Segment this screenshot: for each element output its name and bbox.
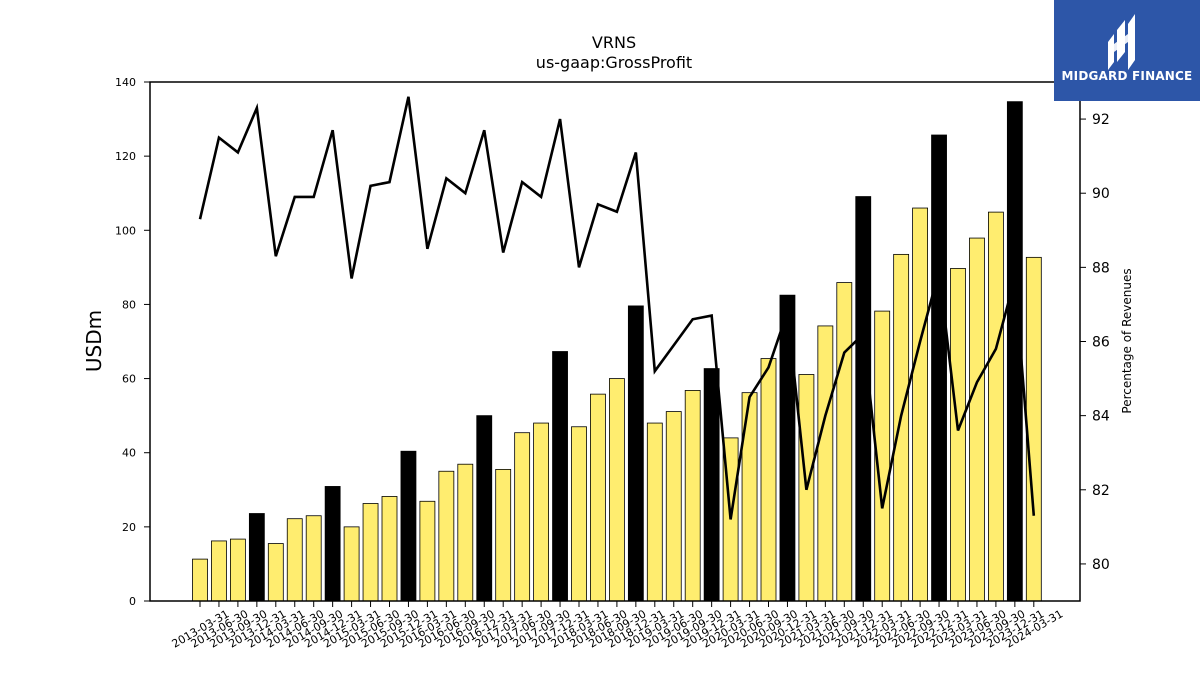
y-tick-label: 100 (115, 224, 136, 237)
x-axis: 2013-03-312013-06-302013-09-302013-12-31… (170, 601, 1065, 651)
bar-2017-06-30 (514, 432, 531, 602)
bar-2018-06-30 (590, 393, 606, 602)
y2-tick-label: 92 (1092, 112, 1110, 128)
y-axis: 0 20 40 60 80 100 120 140 (115, 76, 150, 608)
chart-subtitle: us-gaap:GrossProfit (536, 53, 692, 72)
y2-tick-label: 84 (1092, 409, 1110, 425)
bar-2019-03-31 (646, 422, 663, 602)
bar-2016-12-31 (476, 415, 493, 602)
bar-2022-12-31 (931, 134, 947, 602)
y-tick-label: 20 (122, 521, 136, 534)
bar-2019-12-31 (703, 368, 720, 602)
bar-2021-09-30 (836, 282, 853, 602)
bar-2014-06-30 (286, 518, 303, 602)
y-axis-label: USDm (82, 310, 106, 372)
bar-2023-06-30 (969, 237, 985, 602)
bar-2022-09-30 (912, 207, 928, 602)
bar-2013-09-30 (229, 538, 246, 602)
bar-2018-03-31 (571, 426, 587, 602)
bar-2018-12-31 (627, 305, 644, 602)
bar-2016-03-31 (419, 500, 436, 602)
bar-2013-12-31 (248, 513, 265, 602)
bar-2015-06-30 (362, 503, 379, 602)
bar-2019-06-30 (665, 411, 682, 602)
bar-2023-03-31 (950, 268, 966, 602)
bar-2013-06-30 (211, 540, 227, 602)
y2-tick-label: 82 (1092, 483, 1110, 499)
bar-2020-12-31 (779, 294, 796, 602)
bar-2014-03-31 (267, 543, 284, 602)
y-tick-label: 0 (129, 595, 136, 608)
percentage-line (198, 96, 1036, 520)
y2-axis-label: Percentage of Revenues (1120, 268, 1134, 413)
chart-title: VRNS (592, 33, 636, 52)
y-tick-label: 120 (115, 150, 136, 163)
bar-2022-06-30 (893, 253, 910, 602)
bar-2015-12-31 (400, 450, 417, 602)
y2-tick-label: 86 (1092, 335, 1110, 351)
bar-2017-12-31 (552, 351, 568, 602)
bar-2016-09-30 (457, 463, 474, 602)
bar-2024-03-31 (1025, 256, 1042, 602)
bar-2017-03-31 (495, 468, 512, 602)
y-tick-label: 140 (115, 76, 136, 89)
midgard-logo-icon (1108, 14, 1135, 70)
y2-axis: 80 82 84 86 88 90 92 (1080, 112, 1110, 573)
y-tick-label: 60 (122, 373, 136, 386)
bar-2017-09-30 (533, 422, 549, 602)
bar-2013-03-31 (192, 558, 208, 602)
bar-2021-12-31 (855, 196, 872, 602)
bar-2019-09-30 (684, 390, 701, 602)
y-tick-label: 80 (122, 298, 136, 311)
y2-tick-label: 80 (1092, 557, 1110, 573)
bar-2015-03-31 (343, 526, 360, 602)
y2-tick-label: 90 (1092, 186, 1110, 202)
bar-2014-12-31 (324, 486, 341, 602)
line-series (198, 96, 1036, 520)
y-tick-label: 40 (122, 447, 136, 460)
brand-logo: MIDGARD FINANCE (1054, 0, 1200, 101)
bar-2014-09-30 (305, 515, 322, 602)
bar-2020-09-30 (760, 358, 777, 602)
bar-series (192, 101, 1042, 602)
bar-2016-06-30 (438, 470, 455, 602)
bar-2023-09-30 (988, 211, 1004, 602)
logo-text: MIDGARD FINANCE (1061, 69, 1193, 83)
bar-2021-06-30 (817, 325, 834, 602)
bar-2018-09-30 (609, 378, 625, 602)
bar-2015-09-30 (381, 496, 398, 602)
y2-tick-label: 88 (1092, 260, 1110, 276)
